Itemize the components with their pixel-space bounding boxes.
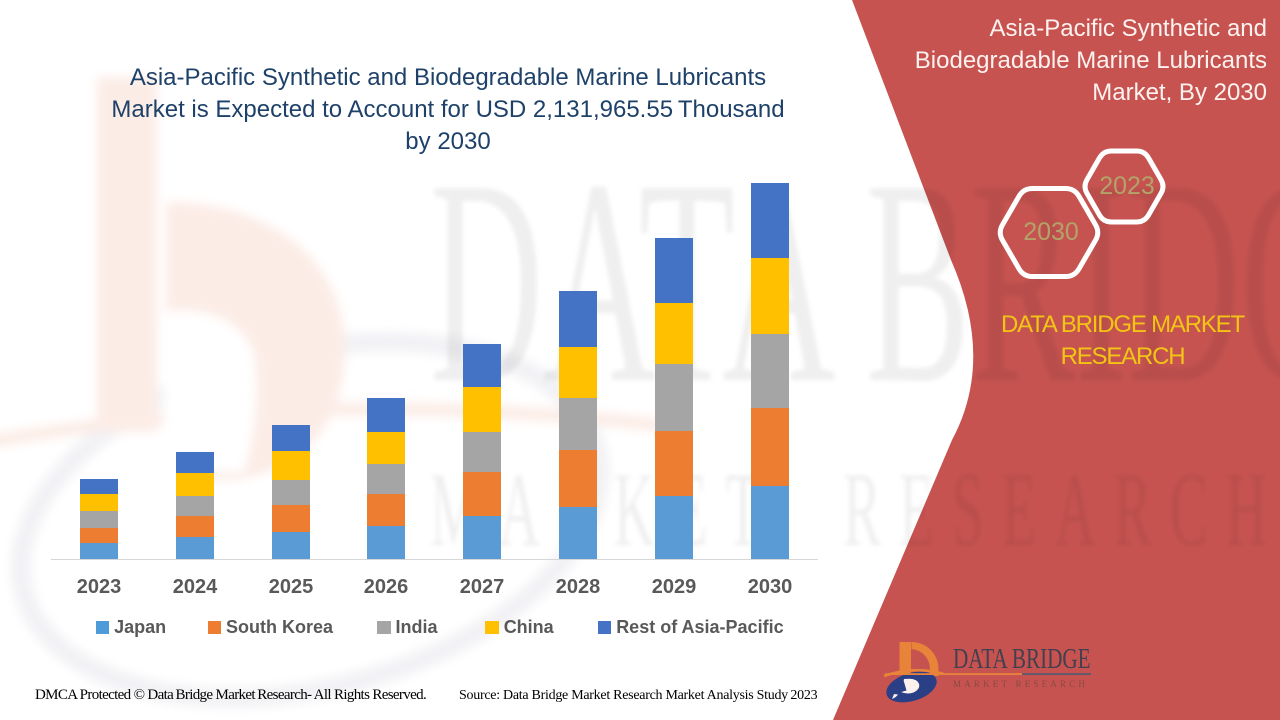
svg-text:DATA BRIDGE: DATA BRIDGE: [953, 643, 1091, 675]
svg-text:MARKET RESEARCH: MARKET RESEARCH: [953, 679, 1088, 689]
svg-text:MARKET RESEARCH: MARKET RESEARCH: [430, 451, 1280, 568]
